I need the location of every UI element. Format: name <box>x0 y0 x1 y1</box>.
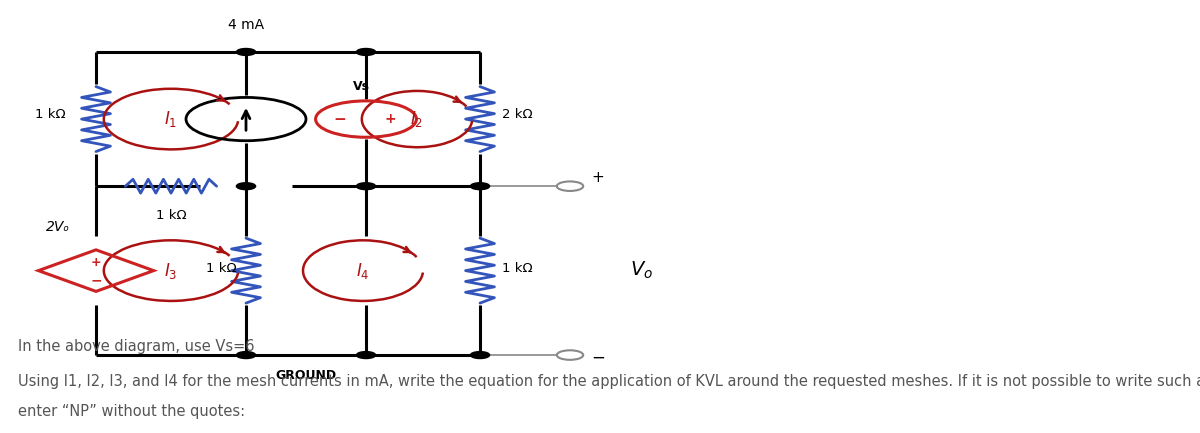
Text: $I_4$: $I_4$ <box>356 261 370 281</box>
Text: 2 kΩ: 2 kΩ <box>502 108 533 121</box>
Circle shape <box>236 352 256 359</box>
Circle shape <box>356 48 376 55</box>
Text: −: − <box>334 112 346 126</box>
Text: GROUND: GROUND <box>276 369 336 382</box>
Text: 1 kΩ: 1 kΩ <box>156 209 186 222</box>
Text: $I_1$: $I_1$ <box>164 109 178 129</box>
Text: $I_3$: $I_3$ <box>164 261 178 281</box>
Text: In the above diagram, use Vs=6: In the above diagram, use Vs=6 <box>18 339 254 354</box>
Text: 1 kΩ: 1 kΩ <box>502 262 533 275</box>
Text: $V_o$: $V_o$ <box>630 260 653 281</box>
Text: +: + <box>384 112 396 126</box>
Text: −: − <box>90 273 102 287</box>
Circle shape <box>470 352 490 359</box>
Text: Using I1, I2, I3, and I4 for the mesh currents in mA, write the equation for the: Using I1, I2, I3, and I4 for the mesh cu… <box>18 374 1200 388</box>
Circle shape <box>470 183 490 190</box>
Text: +: + <box>592 170 605 185</box>
Text: 2Vₒ: 2Vₒ <box>46 220 70 234</box>
Text: enter “NP” without the quotes:: enter “NP” without the quotes: <box>18 404 245 419</box>
Circle shape <box>356 183 376 190</box>
Text: −: − <box>592 348 606 366</box>
Text: Vs: Vs <box>353 80 370 93</box>
Text: 1 kΩ: 1 kΩ <box>35 108 66 121</box>
Circle shape <box>356 352 376 359</box>
Text: +: + <box>91 256 101 269</box>
Text: $I_2$: $I_2$ <box>410 109 424 129</box>
Circle shape <box>236 183 256 190</box>
Text: 1 kΩ: 1 kΩ <box>205 262 236 275</box>
Text: 4 mA: 4 mA <box>228 19 264 32</box>
Circle shape <box>236 48 256 55</box>
